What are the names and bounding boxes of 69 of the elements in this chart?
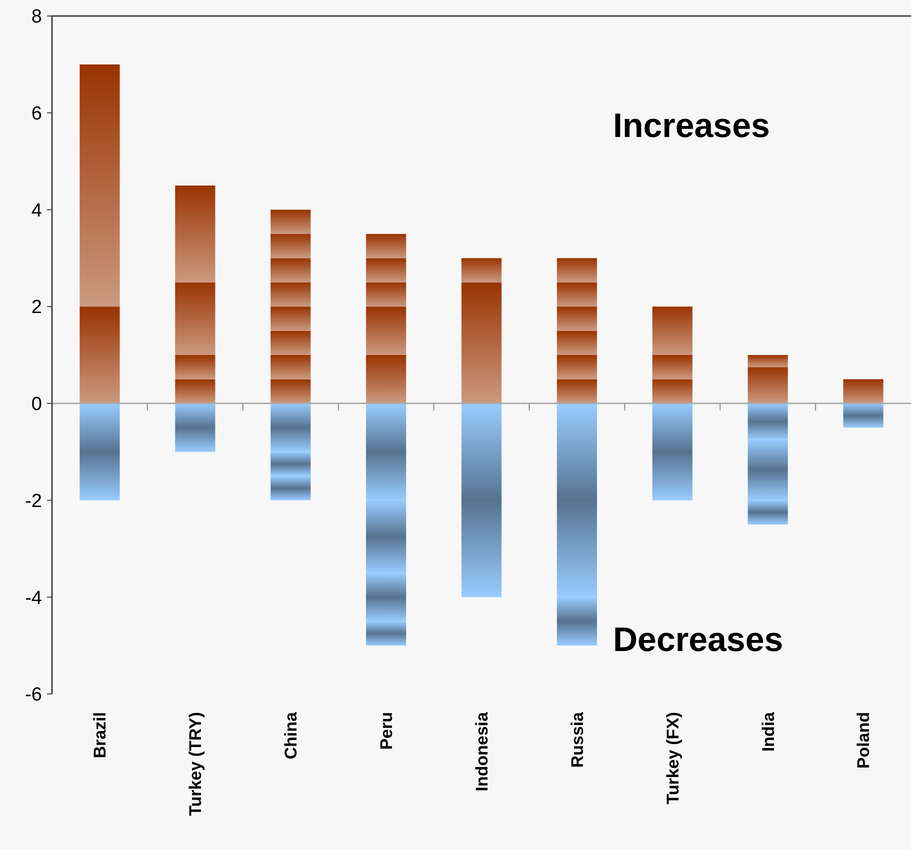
bar bbox=[652, 379, 692, 404]
bar bbox=[366, 355, 406, 404]
bar bbox=[461, 403, 502, 598]
bar bbox=[556, 379, 597, 404]
bar bbox=[556, 330, 597, 355]
bar bbox=[175, 186, 216, 282]
bar bbox=[270, 282, 311, 307]
bar bbox=[270, 330, 311, 355]
bar bbox=[748, 403, 788, 440]
bar bbox=[843, 379, 884, 404]
x-tick-label: China bbox=[282, 711, 301, 760]
bar bbox=[748, 500, 788, 524]
bar bbox=[748, 367, 788, 404]
bar bbox=[366, 621, 406, 646]
bar bbox=[80, 403, 120, 500]
bar bbox=[80, 306, 120, 404]
bar bbox=[270, 210, 311, 234]
bar bbox=[366, 572, 406, 622]
bar bbox=[652, 306, 692, 355]
bar bbox=[843, 403, 884, 428]
bar bbox=[556, 258, 597, 282]
y-tick-label: 4 bbox=[31, 200, 42, 222]
x-tick-label: Peru bbox=[377, 712, 396, 750]
bar bbox=[556, 282, 597, 307]
bar bbox=[556, 597, 597, 646]
bar bbox=[270, 306, 311, 331]
bar bbox=[175, 403, 216, 452]
bar bbox=[366, 282, 406, 307]
x-tick-label: Turkey (FX) bbox=[663, 712, 682, 804]
bar bbox=[748, 440, 788, 500]
y-tick-label: -2 bbox=[25, 490, 42, 512]
bar bbox=[366, 403, 406, 500]
x-tick-label: India bbox=[758, 711, 778, 752]
x-tick-label: Russia bbox=[568, 711, 587, 768]
bar bbox=[556, 306, 597, 331]
bar bbox=[175, 282, 216, 355]
bar bbox=[556, 403, 597, 598]
y-tick-label: 0 bbox=[31, 394, 42, 416]
bar bbox=[366, 234, 406, 258]
bar bbox=[366, 306, 406, 355]
bar bbox=[270, 403, 311, 452]
bar bbox=[652, 355, 692, 380]
x-tick-label: Turkey (TRY) bbox=[186, 712, 206, 816]
y-tick-label: -6 bbox=[25, 684, 42, 706]
bar bbox=[270, 452, 311, 476]
y-tick-label: 6 bbox=[31, 104, 42, 125]
y-tick-label: 2 bbox=[31, 297, 42, 318]
annotation: Decreases bbox=[613, 621, 784, 659]
x-tick-label: Indonesia bbox=[472, 711, 492, 792]
bar bbox=[175, 355, 216, 380]
annotation: Increases bbox=[613, 107, 770, 145]
bar bbox=[556, 355, 597, 380]
bar bbox=[270, 258, 311, 282]
bar bbox=[461, 282, 502, 404]
bar bbox=[270, 476, 311, 500]
bar bbox=[270, 234, 311, 258]
bar bbox=[461, 258, 502, 282]
y-tick-label: 8 bbox=[31, 6, 42, 28]
bar bbox=[652, 403, 692, 500]
x-tick-label: Poland bbox=[854, 712, 874, 769]
x-tick-label: Brazil bbox=[90, 712, 110, 758]
bar bbox=[270, 355, 311, 380]
bar bbox=[366, 258, 406, 282]
bar bbox=[366, 500, 406, 573]
bar bbox=[748, 355, 788, 368]
bar bbox=[80, 64, 120, 307]
y-tick-label: -4 bbox=[25, 588, 42, 609]
bar bbox=[270, 379, 311, 404]
bar bbox=[175, 379, 216, 404]
